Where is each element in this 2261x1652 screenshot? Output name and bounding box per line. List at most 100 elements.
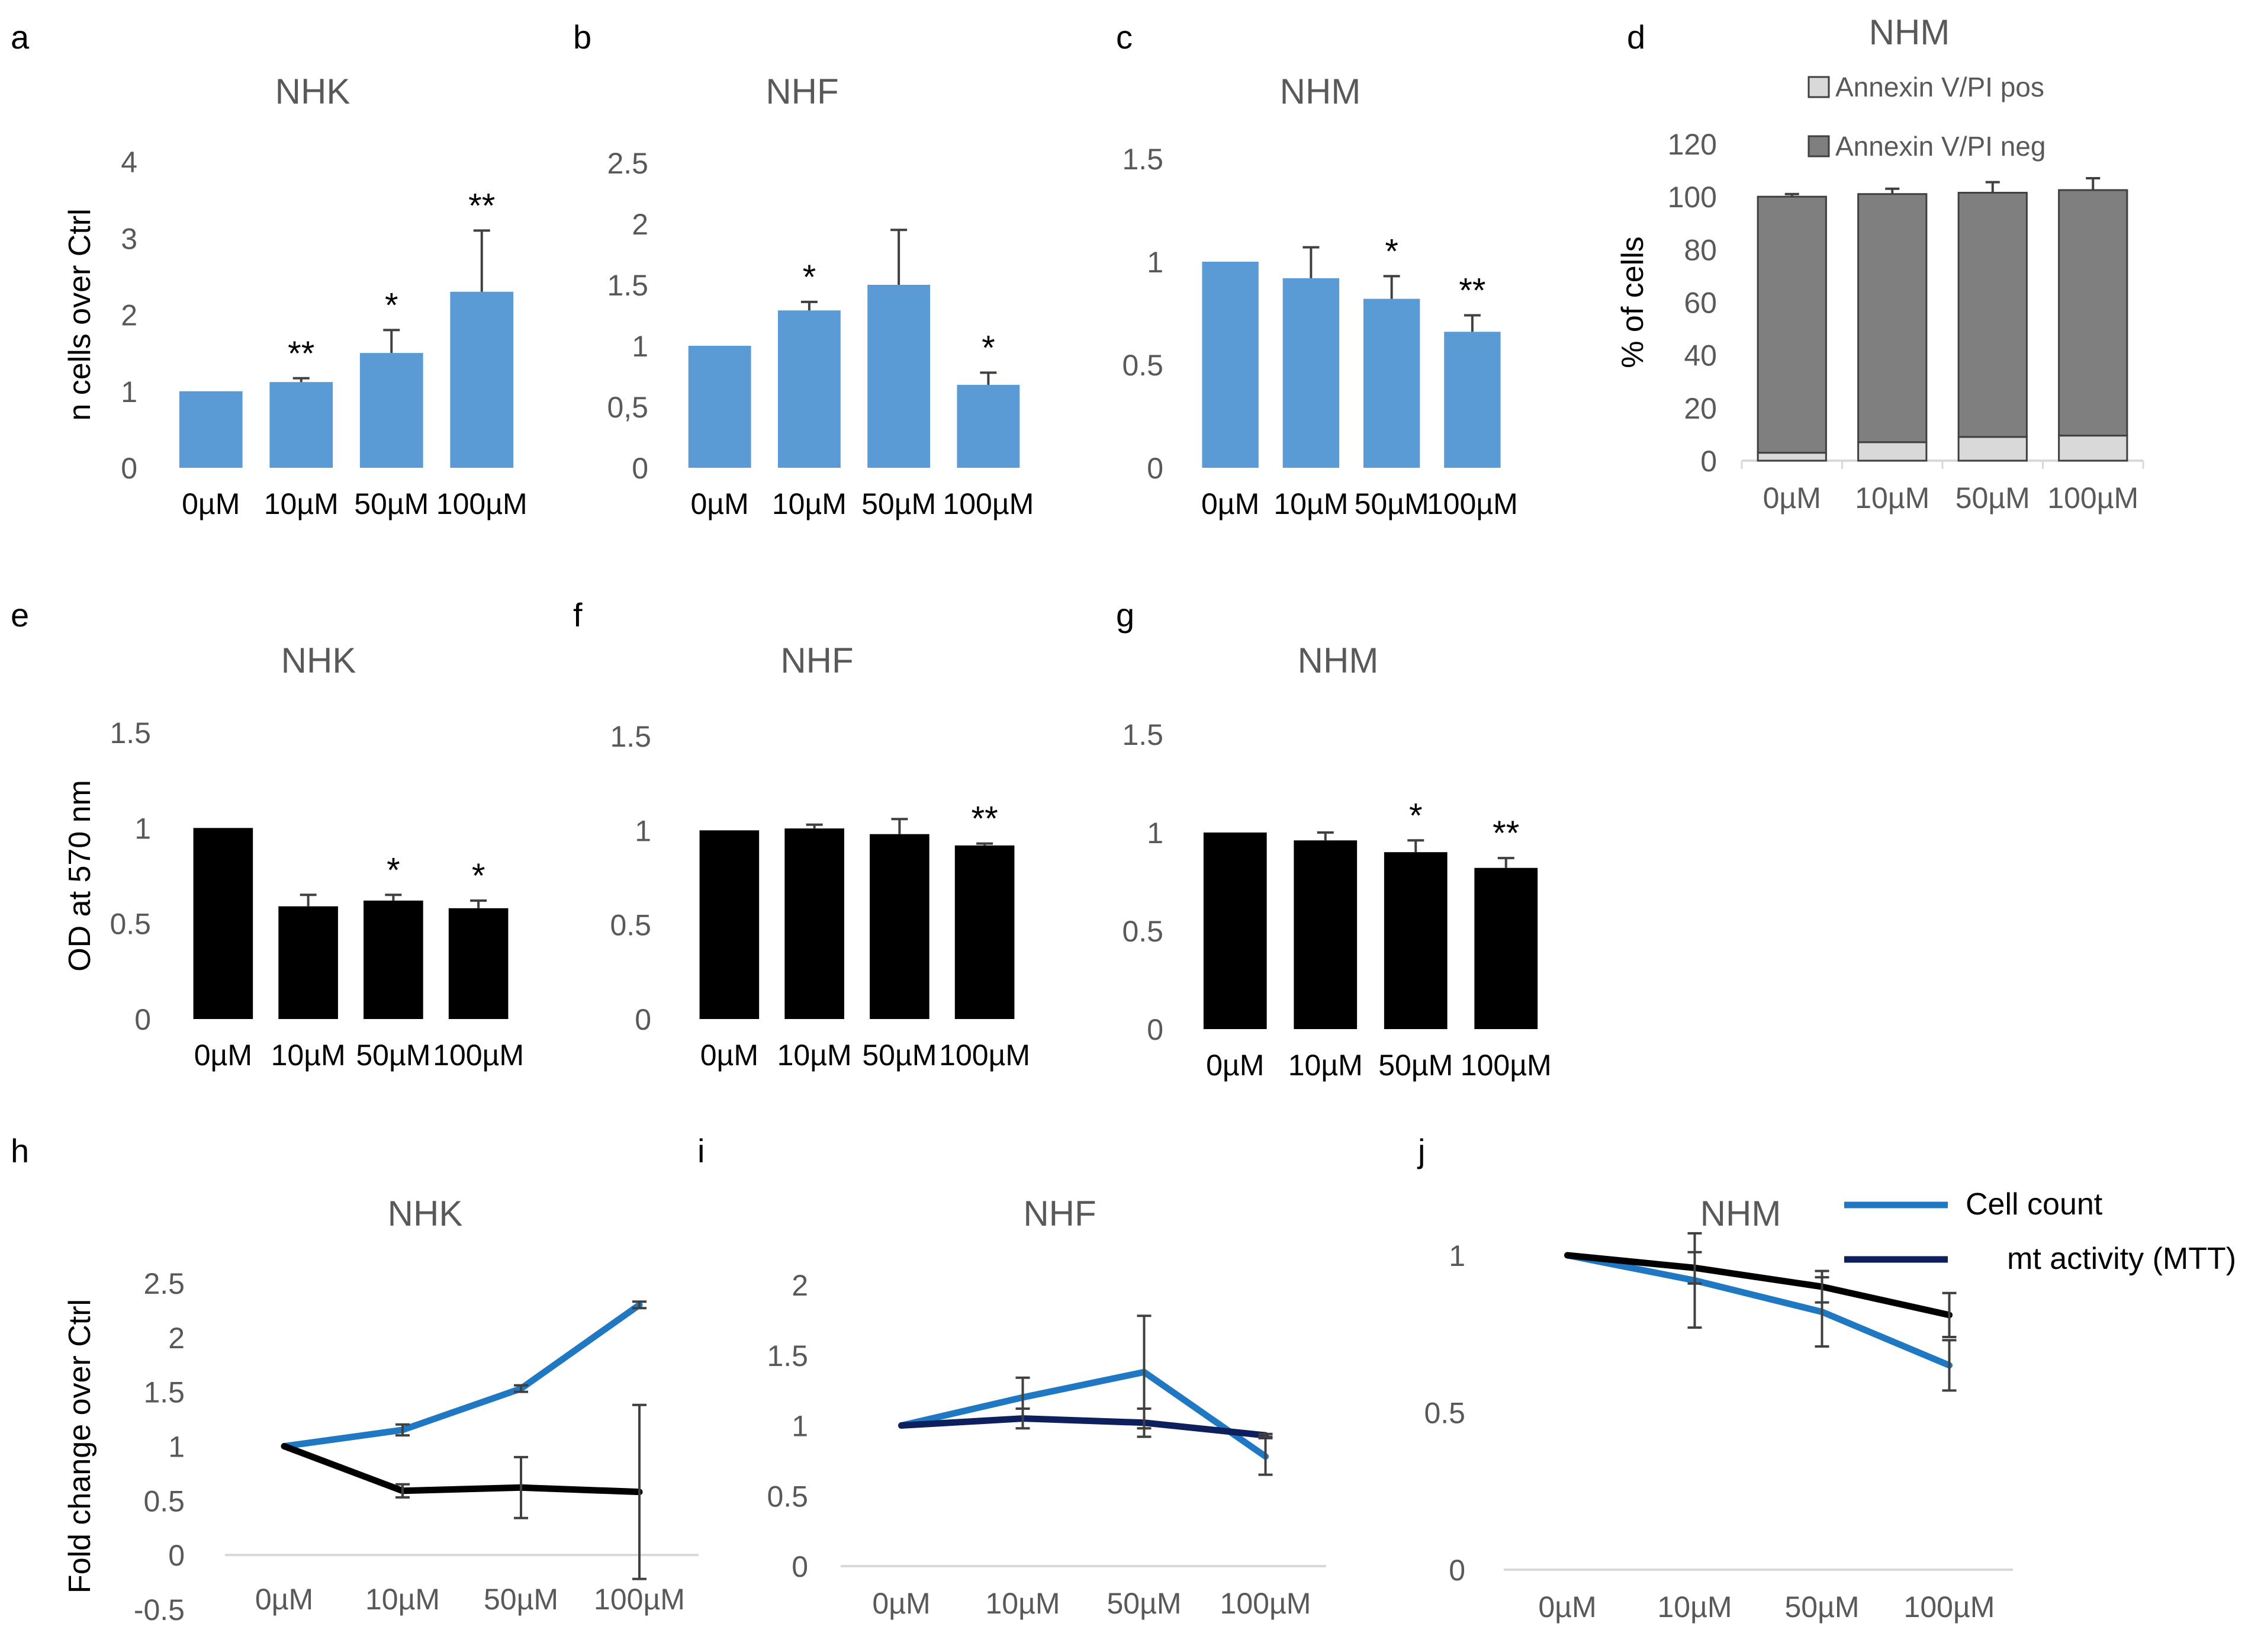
y-tick-label: 0 — [168, 1539, 185, 1572]
significance-mark: ** — [468, 187, 495, 225]
x-tick-label: 50µM — [1355, 487, 1429, 520]
y-tick-label: 2 — [632, 208, 648, 241]
legend-swatch — [1807, 76, 1830, 98]
x-tick-label: 0µM — [1201, 487, 1259, 520]
panel-letter-i: i — [697, 1132, 705, 1169]
x-tick-label: 0µM — [690, 487, 748, 520]
panel-d: d NHM 0 20 40 60 80 100 120 % of cells 0µM 10µM 50µM… — [1616, 12, 2144, 515]
significance-mark: * — [1409, 796, 1423, 835]
y-tick-label: 2.5 — [143, 1267, 185, 1300]
y-tick-label: 0.5 — [1122, 915, 1163, 948]
y-tick-label: 1 — [635, 814, 651, 847]
bar-100µM — [1444, 332, 1501, 468]
series-line-Cell count — [898, 1368, 1269, 1460]
panel-a: a NHK 0 1 2 3 4 n cells over Ctrl 0µM ** 10µM * 50µM… — [11, 18, 528, 520]
y-tick-label: 1.5 — [610, 720, 651, 753]
x-tick-label: 50µM — [1956, 481, 2030, 515]
bar-100µM — [448, 908, 509, 1019]
x-tick-label: 10µM — [271, 1039, 346, 1072]
x-tick-label: 0µM — [700, 1039, 758, 1072]
significance-mark: ** — [288, 335, 314, 373]
panel-b: b NHF 0 0,5 1 1.5 2 2.5 0µM * 10µM 50µM * 100µM — [573, 18, 1034, 520]
significance-mark: ** — [1493, 814, 1519, 853]
significance-mark: * — [387, 851, 400, 889]
y-tick-label: 1.5 — [607, 269, 648, 302]
panel-letter-c: c — [1116, 18, 1133, 56]
chart-title: NHK — [275, 72, 350, 111]
y-tick-label: 0.5 — [143, 1484, 185, 1518]
panel-letter-j: j — [1417, 1132, 1425, 1169]
chart-title: NHF — [780, 641, 853, 680]
y-tick-label: 0.5 — [1424, 1397, 1465, 1430]
x-tick-label: 100µM — [436, 487, 528, 520]
bar-10µM — [278, 906, 338, 1019]
legend-label: Annexin V/PI pos — [1835, 72, 2044, 102]
series-line-mt activity (MTT) — [281, 1443, 643, 1496]
bar-10µM-Annexin V/PI pos — [1857, 441, 1928, 462]
x-tick-label: 100µM — [1461, 1049, 1552, 1082]
bar-50µM-Annexin V/PI pos — [1957, 436, 2028, 462]
y-tick-label: 1 — [632, 330, 648, 363]
y-tick-label: 0 — [121, 452, 137, 485]
y-tick-label: 1.5 — [143, 1376, 185, 1409]
legend-swatch — [1807, 135, 1830, 158]
panel-letter-g: g — [1116, 596, 1134, 634]
significance-mark: * — [472, 857, 485, 895]
bar-0µM — [688, 346, 751, 468]
x-tick-label: 10µM — [1273, 487, 1348, 520]
x-tick-label: 0µM — [194, 1039, 252, 1072]
panel-h: h NHK -0.5 0 0.5 1 1.5 2 2.5 Fold change over Ctr… — [11, 1132, 699, 1627]
x-tick-label: 0µM — [182, 487, 240, 520]
bar-50µM-Annexin V/PI neg — [1957, 191, 2028, 438]
chart-title: NHF — [766, 72, 838, 111]
y-tick-label: 0.5 — [110, 908, 151, 941]
series-line-mt activity (MTT) — [1564, 1252, 1953, 1319]
y-axis-label: Fold change over Ctrl — [63, 1299, 97, 1593]
significance-mark: * — [982, 329, 995, 367]
y-axis-label: OD at 570 nm — [63, 780, 97, 972]
y-tick-label: 2.5 — [607, 147, 648, 180]
y-tick-label: 80 — [1684, 233, 1717, 266]
series-line-Cell count — [1564, 1252, 1953, 1369]
y-tick-label: 120 — [1668, 128, 1717, 161]
bar-100µM — [954, 845, 1015, 1019]
y-tick-label: 20 — [1684, 392, 1717, 425]
y-tick-label: 4 — [121, 146, 137, 179]
series-line-mt activity (MTT) — [898, 1415, 1269, 1439]
y-tick-label: 1 — [134, 812, 151, 845]
bar-10µM — [269, 382, 333, 468]
x-tick-label: 10µM — [985, 1587, 1060, 1620]
y-tick-label: 2 — [792, 1269, 808, 1302]
panel-c: c NHM 0 0.5 1 1.5 0µM 10µM * 50µM ** 100µM — [1116, 18, 1518, 520]
x-tick-label: 50µM — [1784, 1590, 1859, 1624]
chart-title: NHK — [281, 641, 356, 680]
x-tick-label: 0µM — [1763, 481, 1821, 515]
bar-10µM-Annexin V/PI neg — [1857, 193, 1928, 443]
chart-title: NHF — [1023, 1194, 1096, 1233]
bar-50µM — [870, 834, 930, 1019]
bar-100µM — [450, 291, 514, 468]
panel-letter-b: b — [573, 18, 591, 56]
bar-10µM — [777, 310, 841, 468]
y-tick-label: 0.5 — [767, 1480, 808, 1513]
x-tick-label: 10µM — [1855, 481, 1929, 515]
x-tick-label: 10µM — [1288, 1049, 1363, 1082]
x-tick-label: 10µM — [365, 1583, 440, 1616]
y-tick-label: 100 — [1668, 181, 1717, 214]
x-tick-label: 100µM — [943, 487, 1034, 520]
bar-0µM — [179, 391, 243, 468]
y-tick-label: 3 — [121, 222, 137, 255]
x-tick-label: 0µM — [1538, 1590, 1596, 1624]
x-tick-label: 0µM — [255, 1583, 313, 1616]
panel-letter-f: f — [573, 596, 583, 634]
y-tick-label: 1 — [792, 1410, 808, 1443]
x-tick-label: 100µM — [2047, 481, 2138, 515]
y-tick-label: 0 — [1147, 1013, 1163, 1046]
y-tick-label: 1 — [121, 375, 137, 409]
panel-letter-h: h — [11, 1132, 29, 1169]
significance-mark: * — [385, 286, 398, 324]
bar-100µM — [1474, 867, 1538, 1029]
bar-50µM — [364, 900, 423, 1019]
